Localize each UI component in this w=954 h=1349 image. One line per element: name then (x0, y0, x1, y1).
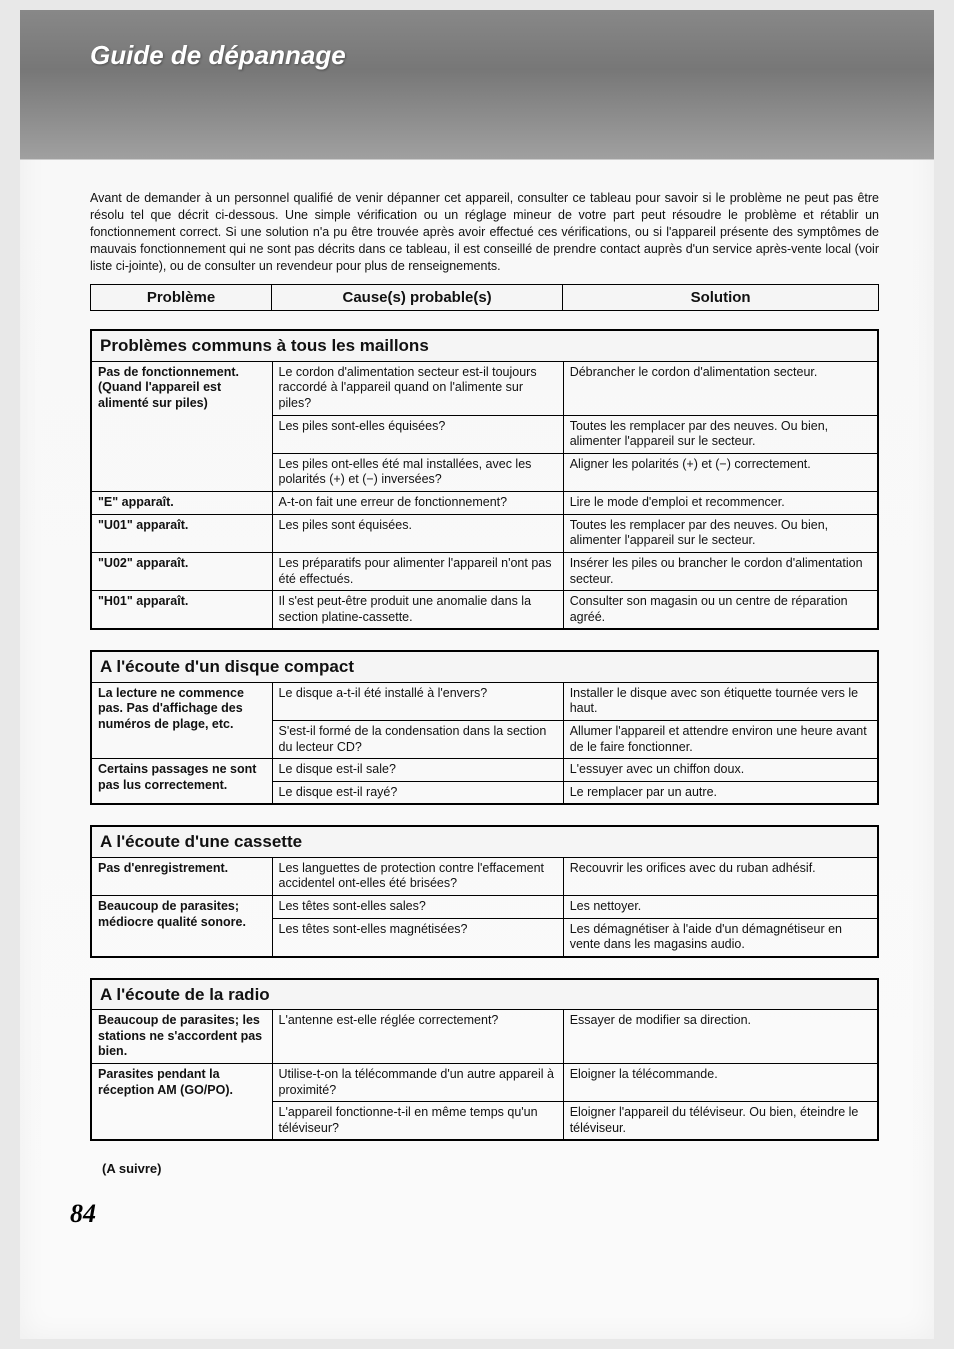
cell-solution: Débrancher le cordon d'alimentation sect… (563, 361, 878, 415)
cell-problem: "E" apparaît. (91, 492, 272, 515)
cell-solution: L'essuyer avec un chiffon doux. (563, 759, 878, 782)
cell-problem: Beaucoup de parasites; les stations ne s… (91, 1010, 272, 1064)
cell-cause: Il s'est peut-être produit une anomalie … (272, 591, 563, 630)
section: A l'écoute d'une cassettePas d'enregistr… (90, 825, 879, 957)
section-title: A l'écoute d'un disque compact (91, 651, 878, 682)
section-table: A l'écoute d'une cassettePas d'enregistr… (90, 825, 879, 957)
page-title-banner: Guide de dépannage (20, 10, 934, 160)
cell-cause: L'appareil fonctionne-t-il en même temps… (272, 1102, 563, 1141)
table-row: "H01" apparaît.Il s'est peut-être produi… (91, 591, 878, 630)
cell-cause: Le disque est-il sale? (272, 759, 563, 782)
cell-solution: Toutes les remplacer par des neuves. Ou … (563, 514, 878, 552)
cell-solution: Toutes les remplacer par des neuves. Ou … (563, 415, 878, 453)
col-solution: Solution (563, 285, 878, 310)
table-row: "E" apparaît.A-t-on fait une erreur de f… (91, 492, 878, 515)
cell-cause: L'antenne est-elle réglée correctement? (272, 1010, 563, 1064)
continued-label: (A suivre) (102, 1161, 879, 1176)
table-row: Beaucoup de parasites; les stations ne s… (91, 1010, 878, 1064)
col-cause: Cause(s) probable(s) (272, 285, 563, 310)
cell-solution: Les nettoyer. (563, 895, 878, 918)
cell-solution: Installer le disque avec son étiquette t… (563, 682, 878, 720)
section-title-row: A l'écoute d'un disque compact (91, 651, 878, 682)
section-title-row: Problèmes communs à tous les maillons (91, 330, 878, 361)
page-title: Guide de dépannage (90, 40, 346, 70)
page: Guide de dépannage Avant de demander à u… (20, 10, 934, 1339)
cell-cause: Les têtes sont-elles sales? (272, 895, 563, 918)
cell-cause: Le disque est-il rayé? (272, 781, 563, 804)
cell-solution: Lire le mode d'emploi et recommencer. (563, 492, 878, 515)
cell-cause: Les piles sont équisées. (272, 514, 563, 552)
section-table: A l'écoute de la radioBeaucoup de parasi… (90, 978, 879, 1142)
table-row: "U01" apparaît.Les piles sont équisées.T… (91, 514, 878, 552)
section-title: A l'écoute de la radio (91, 979, 878, 1010)
cell-problem: Certains passages ne sont pas lus correc… (91, 759, 272, 805)
cell-cause: Le disque a-t-il été installé à l'envers… (272, 682, 563, 720)
table-header-row: Problème Cause(s) probable(s) Solution (91, 285, 878, 310)
section-title: Problèmes communs à tous les maillons (91, 330, 878, 361)
section-title-row: A l'écoute de la radio (91, 979, 878, 1010)
cell-problem: "H01" apparaît. (91, 591, 272, 630)
section-title-row: A l'écoute d'une cassette (91, 826, 878, 857)
cell-solution: Aligner les polarités (+) et (−) correct… (563, 453, 878, 491)
cell-solution: Consulter son magasin ou un centre de ré… (563, 591, 878, 630)
section: A l'écoute d'un disque compactLa lecture… (90, 650, 879, 805)
table-row: Pas d'enregistrement.Les languettes de p… (91, 857, 878, 895)
cell-cause: S'est-il formé de la condensation dans l… (272, 720, 563, 758)
table-row: La lecture ne commence pas. Pas d'affich… (91, 682, 878, 720)
cell-cause: Les têtes sont-elles magnétisées? (272, 918, 563, 957)
cell-solution: Insérer les piles ou brancher le cordon … (563, 552, 878, 590)
section-title: A l'écoute d'une cassette (91, 826, 878, 857)
cell-solution: Recouvrir les orifices avec du ruban adh… (563, 857, 878, 895)
cell-solution: Le remplacer par un autre. (563, 781, 878, 804)
cell-cause: Les languettes de protection contre l'ef… (272, 857, 563, 895)
col-problem: Problème (91, 285, 272, 310)
section-table: A l'écoute d'un disque compactLa lecture… (90, 650, 879, 805)
cell-problem: La lecture ne commence pas. Pas d'affich… (91, 682, 272, 759)
section-table: Problèmes communs à tous les maillonsPas… (90, 329, 879, 630)
cell-problem: "U01" apparaît. (91, 514, 272, 552)
table-row: Certains passages ne sont pas lus correc… (91, 759, 878, 782)
section: Problèmes communs à tous les maillonsPas… (90, 329, 879, 630)
cell-cause: Les piles sont-elles équisées? (272, 415, 563, 453)
cell-cause: A-t-on fait une erreur de fonctionnement… (272, 492, 563, 515)
cell-problem: Parasites pendant la réception AM (GO/PO… (91, 1063, 272, 1140)
table-row: Pas de fonctionnement. (Quand l'appareil… (91, 361, 878, 415)
cell-solution: Les démagnétiser à l'aide d'un démagnéti… (563, 918, 878, 957)
column-header-table: Problème Cause(s) probable(s) Solution (90, 284, 879, 311)
cell-cause: Utilise-t-on la télécommande d'un autre … (272, 1063, 563, 1101)
cell-cause: Le cordon d'alimentation secteur est-il … (272, 361, 563, 415)
cell-solution: Eloigner l'appareil du téléviseur. Ou bi… (563, 1102, 878, 1141)
table-row: Parasites pendant la réception AM (GO/PO… (91, 1063, 878, 1101)
cell-cause: Les préparatifs pour alimenter l'apparei… (272, 552, 563, 590)
cell-solution: Allumer l'appareil et attendre environ u… (563, 720, 878, 758)
page-number: 84 (70, 1199, 96, 1229)
cell-problem: "U02" apparaît. (91, 552, 272, 590)
section: A l'écoute de la radioBeaucoup de parasi… (90, 978, 879, 1142)
sections-host: Problèmes communs à tous les maillonsPas… (90, 329, 879, 1141)
table-row: Beaucoup de parasites; médiocre qualité … (91, 895, 878, 918)
cell-solution: Eloigner la télécommande. (563, 1063, 878, 1101)
content-area: Avant de demander à un personnel qualifi… (20, 190, 934, 1176)
table-row: "U02" apparaît.Les préparatifs pour alim… (91, 552, 878, 590)
intro-paragraph: Avant de demander à un personnel qualifi… (90, 190, 879, 274)
cell-cause: Les piles ont-elles été mal installées, … (272, 453, 563, 491)
cell-solution: Essayer de modifier sa direction. (563, 1010, 878, 1064)
cell-problem: Beaucoup de parasites; médiocre qualité … (91, 895, 272, 956)
cell-problem: Pas de fonctionnement. (Quand l'appareil… (91, 361, 272, 491)
cell-problem: Pas d'enregistrement. (91, 857, 272, 895)
